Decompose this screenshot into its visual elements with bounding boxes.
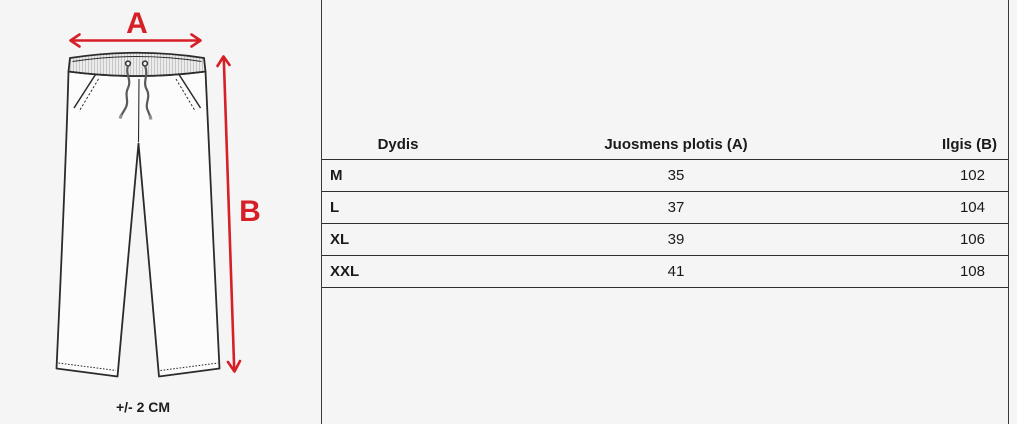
- aglet-left: [118, 113, 123, 120]
- length-cell: 106: [878, 223, 1009, 256]
- pocket-stitch-right: [175, 78, 196, 112]
- aglet-right: [148, 115, 153, 120]
- pocket-stitch-left: [78, 78, 99, 112]
- size-cell: M: [322, 159, 474, 192]
- table-header-row: Dydis Juosmens plotis (A) Ilgis (B): [322, 130, 1009, 160]
- waist-cell: 35: [474, 159, 878, 192]
- size-cell: L: [322, 191, 474, 224]
- label-b: B: [239, 195, 261, 228]
- size-table-panel: Dydis Juosmens plotis (A) Ilgis (B) M 35…: [321, 0, 1009, 424]
- length-cell: 104: [878, 191, 1009, 224]
- waist-cell: 39: [474, 223, 878, 256]
- waistband-inner-line: [72, 56, 202, 62]
- waist-cell: 37: [474, 191, 878, 224]
- drawstring-right: [143, 64, 152, 120]
- pocket-line-left: [73, 74, 97, 109]
- width-arrow: [69, 33, 202, 48]
- label-a: A: [126, 7, 148, 40]
- pants-diagram-panel: A B +/- 2 CM: [0, 0, 322, 424]
- hem-stitch-right: [160, 362, 219, 371]
- col-header-size: Dydis: [322, 130, 474, 160]
- length-cell: 102: [878, 159, 1009, 192]
- length-cell: 108: [878, 255, 1009, 288]
- tolerance-note: +/- 2 CM: [116, 399, 170, 415]
- pants-body-outline: [55, 70, 221, 378]
- waistband: [67, 51, 207, 77]
- size-cell: XL: [322, 223, 474, 256]
- col-header-waist-width: Juosmens plotis (A): [474, 130, 878, 160]
- length-arrow: [216, 55, 242, 373]
- waist-cell: 41: [474, 255, 878, 288]
- drawstring-left: [119, 64, 131, 119]
- pants-diagram: A B +/- 2 CM: [55, 7, 261, 415]
- pocket-line-right: [178, 74, 202, 109]
- table-row-xl: XL 39 106: [322, 223, 1009, 256]
- size-cell: XXL: [322, 255, 474, 288]
- hem-stitch-left: [58, 362, 117, 371]
- table-row-m: M 35 102: [322, 159, 1009, 192]
- table-row-xxl: XXL 41 108: [322, 255, 1009, 288]
- front-crease-line: [137, 78, 140, 143]
- table-row-l: L 37 104: [322, 191, 1009, 224]
- size-table: Dydis Juosmens plotis (A) Ilgis (B) M 35…: [322, 130, 1009, 288]
- col-header-length: Ilgis (B): [878, 130, 1009, 160]
